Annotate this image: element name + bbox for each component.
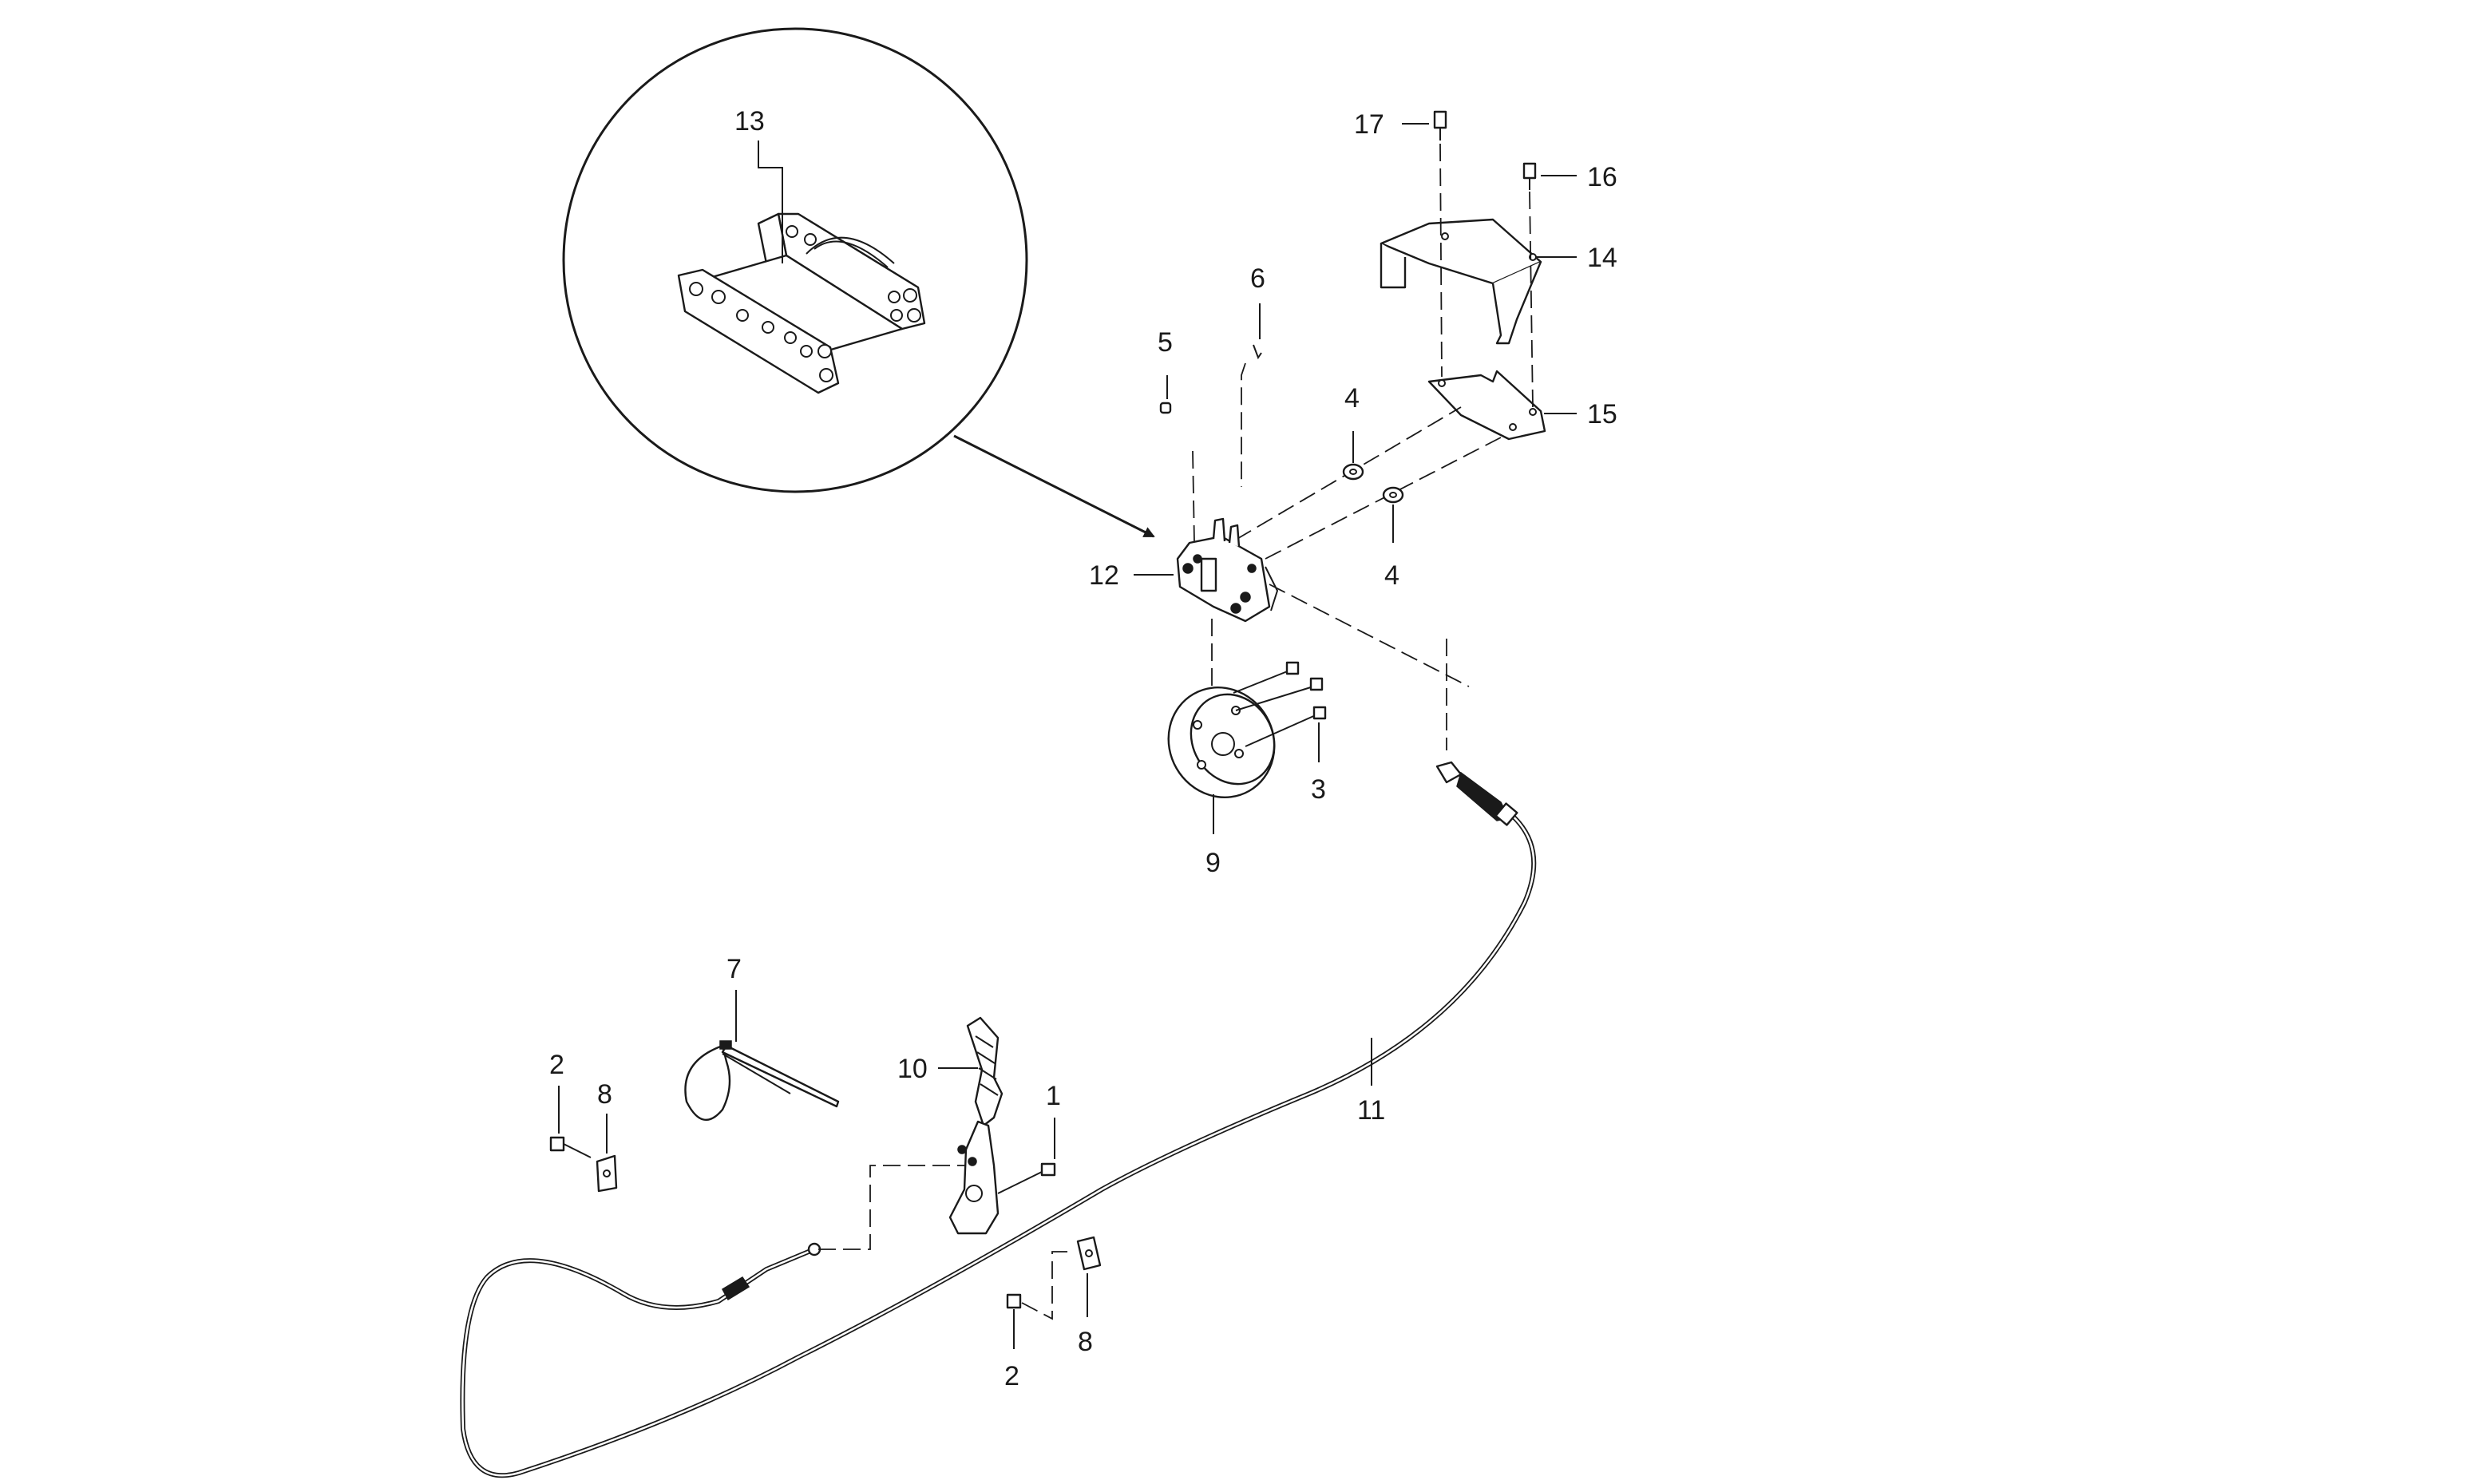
brake-disc-part-9 bbox=[1167, 687, 1276, 798]
clip-part-8-left bbox=[596, 1114, 618, 1193]
cable-tie-part-7 bbox=[684, 990, 840, 1122]
callout-13: 13 bbox=[734, 106, 765, 137]
callout-1: 1 bbox=[1046, 1081, 1061, 1111]
callout-8-lower: 8 bbox=[1078, 1327, 1093, 1357]
callout-6: 6 bbox=[1250, 263, 1265, 294]
callout-16: 16 bbox=[1587, 162, 1617, 192]
callout-2-left: 2 bbox=[549, 1050, 564, 1080]
callout-4-upper: 4 bbox=[1344, 383, 1360, 414]
bracket-part-13 bbox=[677, 212, 926, 394]
detail-pointer-arrow-icon bbox=[953, 434, 1155, 538]
callout-14: 14 bbox=[1587, 243, 1617, 273]
callout-10: 10 bbox=[897, 1054, 928, 1084]
screw-part-1 bbox=[1040, 1118, 1056, 1177]
callout-15: 15 bbox=[1587, 399, 1617, 429]
cover-plate-part-14 bbox=[1380, 218, 1542, 345]
callout-9: 9 bbox=[1205, 848, 1221, 878]
bolts-part-3 bbox=[1233, 661, 1327, 762]
washer-part-4-upper bbox=[1342, 463, 1364, 481]
cotter-pin-part-6 bbox=[1241, 303, 1262, 487]
hand-lever-part-10 bbox=[948, 1016, 1043, 1235]
callout-4-lower: 4 bbox=[1384, 560, 1399, 591]
callout-11: 11 bbox=[1357, 1095, 1385, 1126]
callout-2-lower: 2 bbox=[1004, 1361, 1019, 1391]
bolt-part-2-lower bbox=[1006, 1251, 1074, 1349]
detail-magnifier: 13 bbox=[562, 27, 1155, 538]
brake-cable-part-11 bbox=[460, 761, 1537, 1478]
bolt-part-2-left bbox=[549, 1086, 592, 1158]
clip-part-8-lower bbox=[1076, 1236, 1102, 1317]
callout-3: 3 bbox=[1311, 774, 1326, 805]
callout-7: 7 bbox=[726, 954, 742, 984]
caliper-assembly-part-12 bbox=[1176, 517, 1279, 623]
callout-5: 5 bbox=[1158, 327, 1173, 358]
bolt-part-16 bbox=[1522, 162, 1537, 408]
callout-17: 17 bbox=[1354, 109, 1384, 140]
bolt-part-17 bbox=[1433, 110, 1447, 378]
pin-part-5 bbox=[1159, 375, 1195, 544]
callout-8-left: 8 bbox=[597, 1079, 612, 1110]
washer-part-4-lower bbox=[1382, 486, 1404, 504]
callout-12: 12 bbox=[1089, 560, 1119, 591]
mount-bracket-part-15 bbox=[1427, 370, 1546, 441]
